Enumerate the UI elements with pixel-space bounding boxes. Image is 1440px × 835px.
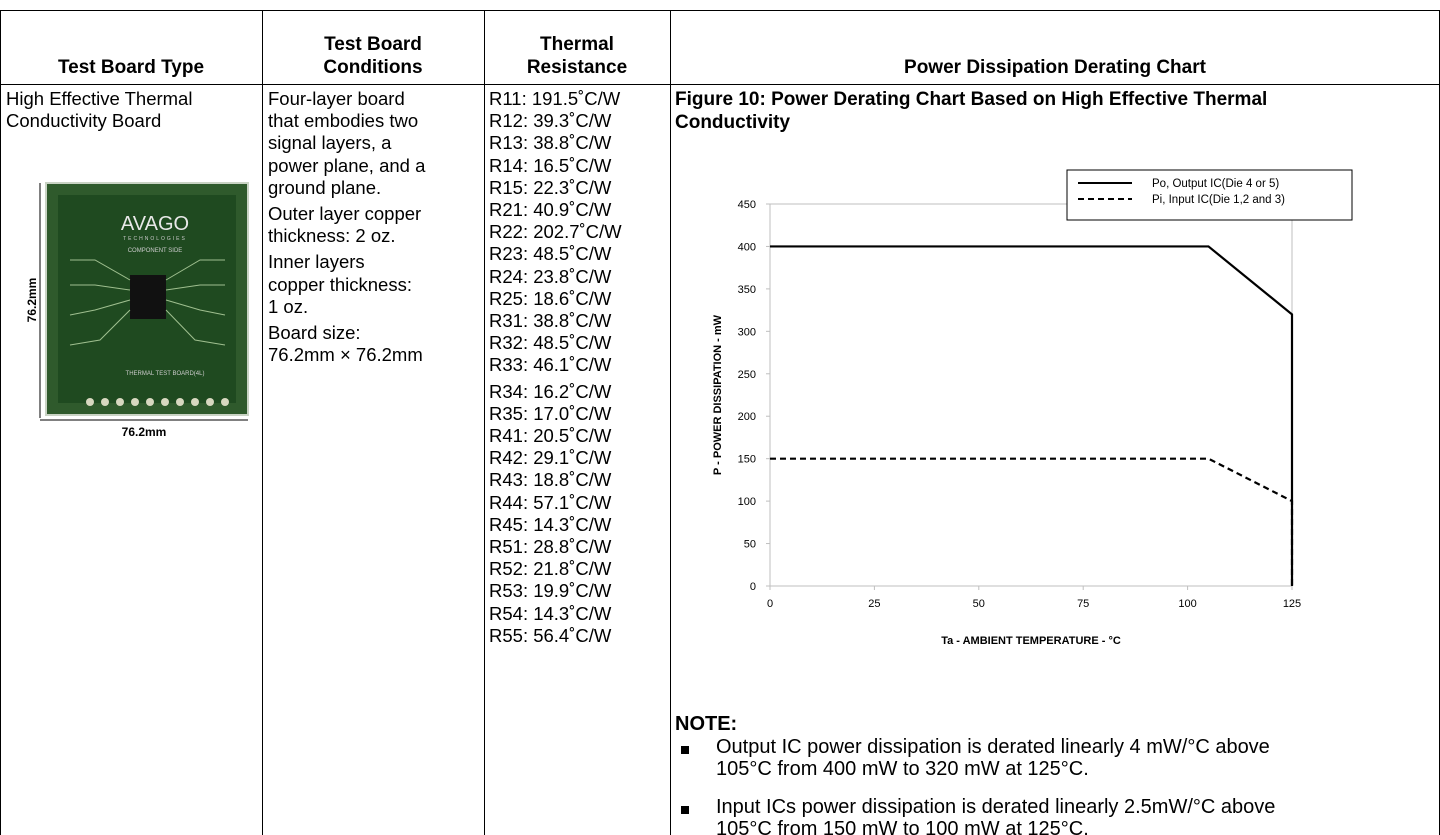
traces [69, 259, 226, 346]
resistance: R31: 38.8˚C/W [489, 310, 612, 331]
y-tick-label: 200 [738, 411, 756, 423]
resistance: R54: 14.3˚C/W [489, 602, 612, 624]
series-line [770, 245, 1294, 586]
condition-text: signal layers, a [268, 132, 392, 154]
board-type: Conductivity Board [6, 110, 162, 132]
border [0, 10, 1, 835]
y-tick-label: 100 [738, 496, 756, 508]
resistance: R14: 16.5˚C/W [489, 154, 612, 176]
legend-label: Pi, Input IC(Die 1,2 and 3) [1152, 194, 1285, 206]
condition-text: Inner layers [268, 251, 365, 273]
resistance: R44: 57.1˚C/W [489, 491, 612, 513]
note-text: Input ICs power dissipation is derated l… [716, 796, 1276, 818]
x-tick-label: 125 [1283, 598, 1301, 610]
board-type: High Effective Thermal [6, 88, 193, 109]
resistance: R45: 14.3˚C/W [489, 513, 612, 535]
border [484, 10, 485, 835]
brand: AVAGO [121, 213, 189, 235]
border [0, 10, 1440, 11]
note-title: NOTE: [675, 713, 738, 735]
resistance: R32: 48.5˚C/W [489, 332, 612, 354]
header: Resistance [526, 57, 628, 78]
y-tick-label: 450 [738, 199, 756, 211]
y-tick-label: 50 [744, 539, 756, 551]
width-label: 76.2mm [122, 425, 167, 439]
note-text: Output IC power dissipation is derated l… [716, 736, 1270, 758]
condition-text: Outer layer copper [268, 203, 422, 224]
resistance: R42: 29.1˚C/W [489, 447, 612, 469]
subbrand: TECHNOLOGIES [123, 236, 187, 242]
x-tick-label: 50 [973, 598, 985, 610]
resistance: R41: 20.5˚C/W [489, 425, 612, 446]
figure-title: Figure 10: Power Derating Chart Based on… [675, 89, 1268, 110]
figure-title: Conductivity [675, 112, 791, 133]
x-tick-label: 25 [868, 598, 880, 610]
condition-text: 76.2mm × 76.2mm [268, 344, 423, 366]
x-tick-label: 75 [1077, 598, 1089, 610]
x-axis-label: Ta - AMBIENT TEMPERATURE - °C [941, 635, 1121, 647]
header: Thermal [540, 34, 614, 55]
bullet [681, 806, 689, 814]
resistance: R22: 202.7˚C/W [489, 221, 622, 243]
y-tick-label: 300 [738, 326, 756, 338]
resistance: R53: 19.9˚C/W [489, 580, 612, 602]
condition-text: that embodies two [268, 110, 419, 132]
chip [130, 275, 166, 319]
resistance: R34: 16.2˚C/W [489, 380, 612, 402]
resistance: R43: 18.8˚C/W [489, 469, 612, 491]
board-name: THERMAL TEST BOARD(4L) [126, 371, 205, 377]
y-tick-label: 350 [738, 284, 756, 296]
resistance: R52: 21.8˚C/W [489, 558, 612, 580]
header: Test Board Type [57, 57, 205, 78]
resistance: R24: 23.8˚C/W [489, 265, 612, 287]
y-tick-label: 150 [738, 454, 756, 466]
condition-text: copper thickness: [268, 273, 412, 295]
y-axis-label: P - POWER DISSIPATION - mW [712, 314, 724, 475]
resistance: R23: 48.5˚C/W [489, 243, 612, 265]
resistance: R25: 18.6˚C/W [489, 287, 612, 309]
condition-text: Four-layer board [268, 88, 405, 109]
resistance: R33: 46.1˚C/W [489, 354, 612, 376]
condition-text: Board size: [268, 322, 361, 343]
condition-text: thickness: 2 oz. [268, 225, 396, 247]
border [0, 84, 1440, 85]
y-tick-label: 400 [738, 241, 756, 253]
resistance: R35: 17.0˚C/W [489, 402, 612, 424]
plot-frame [769, 203, 1293, 587]
legend-box [1066, 169, 1353, 221]
resistance: R12: 39.3˚C/W [489, 110, 612, 132]
condition-text: power plane, and a [268, 154, 426, 176]
header: Test Board [324, 34, 422, 55]
y-tick-label: 0 [750, 581, 756, 593]
bullet [681, 746, 689, 754]
border [670, 10, 671, 835]
y-tick-label: 250 [738, 369, 756, 381]
resistance: R11: 191.5˚C/W [489, 88, 621, 109]
resistance: R13: 38.8˚C/W [489, 132, 612, 154]
border [262, 10, 263, 835]
condition-text: 1 oz. [268, 295, 309, 317]
header: Power Dissipation Derating Chart [904, 57, 1206, 78]
height-label: 76.2mm [25, 278, 39, 323]
note-text: 105°C from 400 mW to 320 mW at 125°C. [716, 758, 1089, 780]
resistance: R55: 56.4˚C/W [489, 624, 612, 646]
resistance: R21: 40.9˚C/W [489, 199, 612, 220]
resistance: R15: 22.3˚C/W [489, 176, 612, 198]
legend-label: Po, Output IC(Die 4 or 5) [1152, 178, 1279, 190]
pads [86, 398, 229, 406]
side-label: COMPONENT SIDE [128, 248, 183, 254]
condition-text: ground plane. [268, 176, 382, 198]
x-tick-label: 100 [1178, 598, 1196, 610]
note-text: 105°C from 150 mW to 100 mW at 125°C. [716, 818, 1089, 835]
resistance: R51: 28.8˚C/W [489, 536, 612, 557]
x-tick-label: 0 [767, 598, 773, 610]
series-line [770, 457, 1294, 586]
header: Conditions [323, 57, 423, 78]
